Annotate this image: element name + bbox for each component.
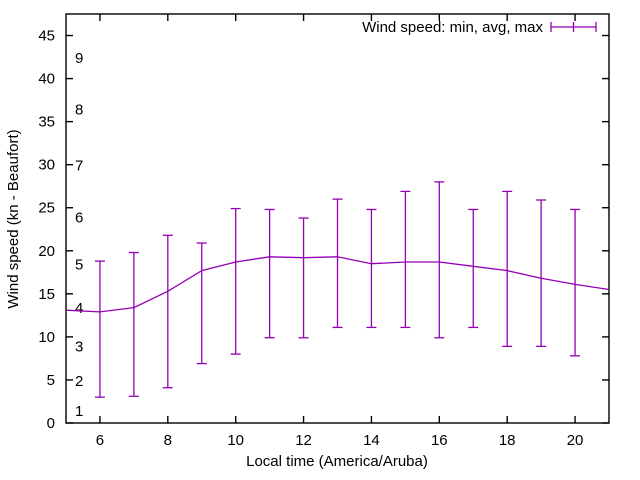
beaufort-label: 1 <box>75 403 83 420</box>
y-tick-label: 40 <box>38 71 55 88</box>
beaufort-label: 6 <box>75 209 83 226</box>
chart-legend <box>550 22 597 32</box>
data-series-group <box>65 181 610 398</box>
x-axis-ticks: 6 8 10 12 14 16 18 20 <box>96 14 584 449</box>
beaufort-label: 8 <box>75 102 83 119</box>
x-axis-label: Local time (America/Aruba) <box>246 453 428 470</box>
plot-frame <box>65 13 610 424</box>
y-tick-label: 0 <box>47 415 55 432</box>
y-axis-label: Wind speed (kn - Beaufort) <box>5 129 22 308</box>
beaufort-label: 2 <box>75 373 83 390</box>
legend-label: Wind speed: min, avg, max <box>362 19 543 36</box>
beaufort-label: 3 <box>75 339 83 356</box>
x-tick-label: 10 <box>227 432 244 449</box>
x-tick-label: 8 <box>164 432 172 449</box>
y-tick-label: 20 <box>38 243 55 260</box>
x-tick-label: 20 <box>567 432 584 449</box>
beaufort-label: 7 <box>75 158 83 175</box>
y-tick-label: 5 <box>47 372 55 389</box>
x-tick-label: 6 <box>96 432 104 449</box>
y-tick-label: 45 <box>38 28 55 45</box>
beaufort-label: 9 <box>75 50 83 67</box>
beaufort-label: 5 <box>75 257 83 274</box>
y-tick-label: 30 <box>38 157 55 174</box>
x-tick-label: 12 <box>295 432 312 449</box>
y-tick-label: 10 <box>38 329 55 346</box>
x-tick-label: 14 <box>363 432 380 449</box>
beaufort-scale-labels: 1 2 3 4 5 6 7 8 9 <box>75 50 83 420</box>
x-tick-label: 16 <box>431 432 448 449</box>
x-tick-label: 18 <box>499 432 516 449</box>
y-tick-label: 25 <box>38 200 55 217</box>
average-line <box>65 256 610 313</box>
plot-border <box>65 13 610 424</box>
y-tick-label: 15 <box>38 286 55 303</box>
y-tick-label: 35 <box>38 114 55 131</box>
beaufort-label: 4 <box>75 300 83 317</box>
